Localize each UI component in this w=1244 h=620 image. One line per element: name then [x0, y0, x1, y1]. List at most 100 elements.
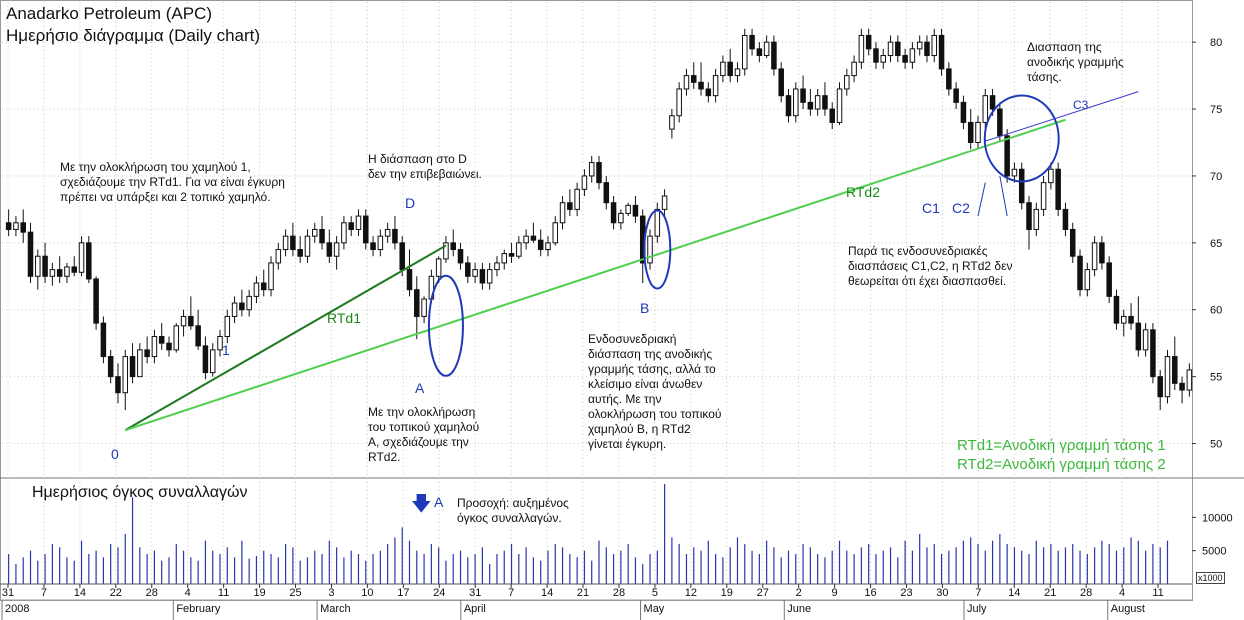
candle	[363, 215, 369, 244]
x-tick-label: 22	[110, 587, 122, 599]
candle	[1179, 382, 1185, 391]
price-grid	[0, 0, 1244, 601]
volume-tick-label: 5000	[1202, 546, 1226, 558]
candle	[960, 101, 967, 123]
candle	[610, 202, 617, 224]
candle	[822, 95, 828, 110]
candle	[873, 48, 879, 63]
label-a: A	[415, 380, 425, 396]
candle	[151, 336, 158, 358]
candle	[180, 315, 187, 327]
candle	[311, 228, 318, 237]
candle	[552, 222, 559, 244]
y-tick-label: 75	[1210, 104, 1222, 116]
x-tick-label: 23	[900, 587, 912, 599]
chart-frame	[0, 0, 1193, 601]
candle	[1135, 322, 1142, 351]
candle	[1055, 168, 1061, 210]
x-tick-label: 28	[613, 587, 625, 599]
candle	[224, 315, 231, 338]
candle	[144, 349, 150, 358]
circle-b	[643, 209, 672, 290]
candle	[537, 239, 544, 251]
x-tick-label: 27	[757, 587, 769, 599]
candle	[377, 235, 384, 251]
candle	[967, 121, 974, 143]
candle	[778, 68, 784, 97]
candle	[282, 235, 289, 251]
candle	[814, 95, 821, 110]
candle	[122, 356, 129, 394]
price-axis: 50 55 60 65 70 75 80	[1192, 37, 1222, 451]
x-tick-label: 16	[864, 587, 876, 599]
candle	[836, 88, 843, 123]
candle	[530, 235, 537, 241]
candle	[1121, 315, 1127, 324]
note-c1-c2: Παρά τις ενδοσυνεδριακές διασπάσεις C1,C…	[848, 244, 1013, 288]
candle	[231, 302, 238, 317]
y-tick-label: 65	[1210, 238, 1222, 250]
label-c1: C1	[922, 200, 940, 216]
candle	[851, 61, 857, 77]
month-label: April	[464, 603, 486, 615]
candle	[1077, 255, 1083, 291]
label-b: B	[640, 300, 650, 316]
candle	[173, 325, 180, 351]
candle	[771, 41, 777, 70]
arrow-down-icon: 🡇	[411, 493, 432, 515]
candle	[676, 88, 682, 117]
candle	[946, 68, 952, 90]
candle	[472, 269, 478, 277]
candle	[596, 162, 602, 184]
candle	[749, 34, 755, 50]
candle	[457, 249, 464, 264]
month-label: 2008	[5, 603, 29, 615]
candle	[64, 266, 70, 277]
candle	[997, 108, 1003, 137]
candle	[669, 115, 675, 130]
candle	[632, 204, 639, 217]
label-c3: C3	[1073, 98, 1089, 112]
candle	[71, 266, 77, 273]
candle	[1069, 228, 1076, 257]
candle	[975, 121, 981, 143]
x-tick-label: 17	[397, 587, 409, 599]
label-rtd1: RTd1	[327, 310, 361, 326]
candle	[581, 175, 588, 190]
x-tick-label: 21	[1044, 587, 1056, 599]
candle	[209, 349, 216, 374]
candle	[618, 212, 624, 224]
candle	[494, 262, 500, 271]
candle	[166, 342, 172, 351]
candle	[42, 255, 48, 277]
candle	[319, 228, 325, 244]
candle	[260, 282, 267, 291]
trendline-c3	[985, 91, 1139, 142]
x-tick-label: 11	[1152, 587, 1163, 599]
candle	[720, 61, 726, 77]
note-low-1: Με την ολοκλήρωση του χαμηλού 1, σχεδιάζ…	[60, 160, 285, 204]
note-break-d: Η διάσπαση στο D δεν την επιβεβαιώνει.	[368, 152, 482, 181]
x-tick-label: 31	[469, 587, 481, 599]
candle	[297, 249, 303, 257]
x-tick-label: 14	[74, 587, 86, 599]
candle	[56, 269, 63, 277]
candle	[1084, 269, 1091, 291]
candle	[800, 88, 806, 103]
label-d: D	[405, 195, 416, 211]
candle	[844, 75, 850, 90]
candle	[559, 202, 566, 224]
label-rtd2: RTd2	[846, 184, 880, 200]
x-tick-label: 4	[185, 587, 191, 599]
x-tick-label: 7	[975, 587, 981, 599]
candle	[763, 41, 770, 57]
candle	[450, 242, 456, 251]
month-label: May	[644, 603, 665, 615]
candle	[1040, 182, 1047, 210]
candle	[785, 95, 792, 117]
candle	[1142, 329, 1149, 351]
label-0: 0	[111, 446, 119, 462]
candle	[35, 255, 41, 277]
candle	[603, 182, 610, 204]
